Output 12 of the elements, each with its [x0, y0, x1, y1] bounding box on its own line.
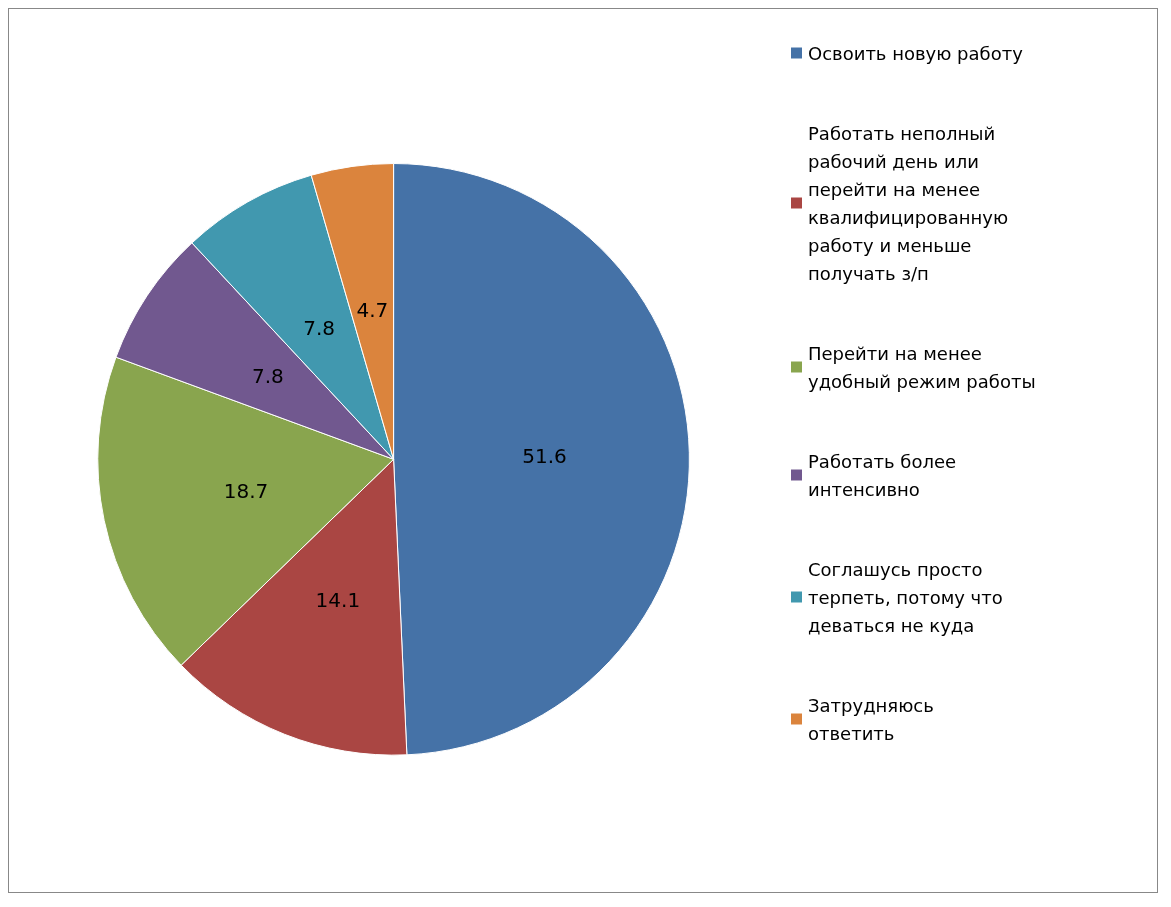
data-label: 7.8 [252, 363, 284, 388]
data-label: 4.7 [356, 297, 389, 322]
data-label: 18.7 [223, 478, 269, 503]
legend-label: Соглашусь просто терпеть, потому что деваться не куда [808, 558, 1009, 636]
legend-label: Освоить новую работу [808, 42, 1024, 64]
legend-label: Работать более интенсивно [808, 450, 962, 500]
legend-label: Перейти на менее удобный режим работы [808, 342, 1036, 392]
data-label: 14.1 [315, 587, 361, 612]
legend-label: Работать неполный рабочий день или перейти на менее квалифицированную работу и меньше получать з/п [808, 122, 1014, 284]
data-label: 51.6 [522, 443, 567, 468]
data-label: 7.8 [303, 316, 336, 341]
legend-label: Затрудняюсь ответить [808, 694, 940, 744]
